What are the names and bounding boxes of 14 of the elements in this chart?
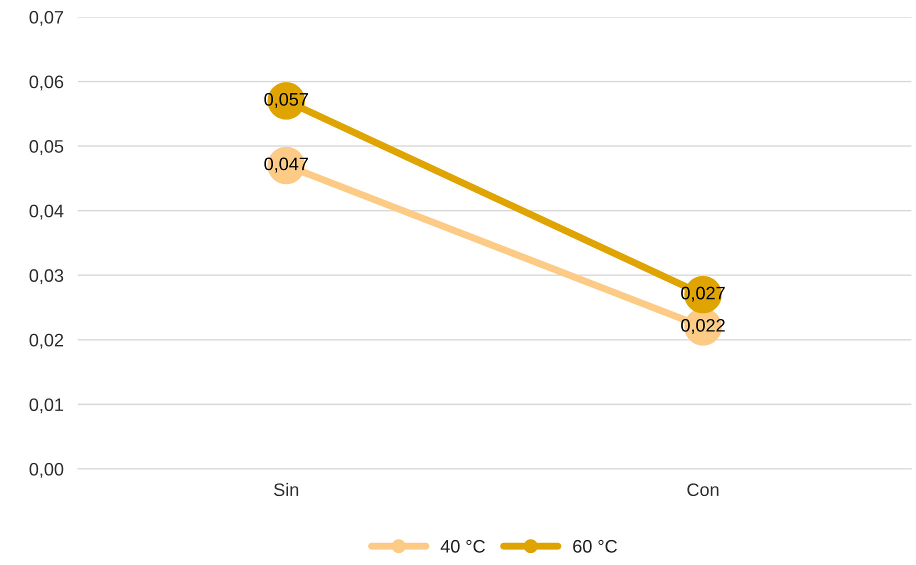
x-tick-label: Sin [274,482,298,496]
legend-label: 40 °C [440,540,485,553]
y-tick-label: 0,02 [30,334,64,349]
y-tick-label: 0,04 [30,204,64,220]
y-tick-label: 0,03 [30,269,64,284]
y-tick-label: 0,07 [30,10,64,26]
data-label: 0,047 [264,158,308,172]
y-tick-label: 0,05 [30,140,64,155]
y-tick-label: 0,00 [30,462,64,478]
legend-label: 60 °C [573,540,617,553]
y-tick-label: 0,06 [30,75,64,90]
data-label: 0,022 [681,318,725,334]
y-tick-label: 0,01 [30,398,64,414]
x-tick-label: Con [687,483,718,496]
